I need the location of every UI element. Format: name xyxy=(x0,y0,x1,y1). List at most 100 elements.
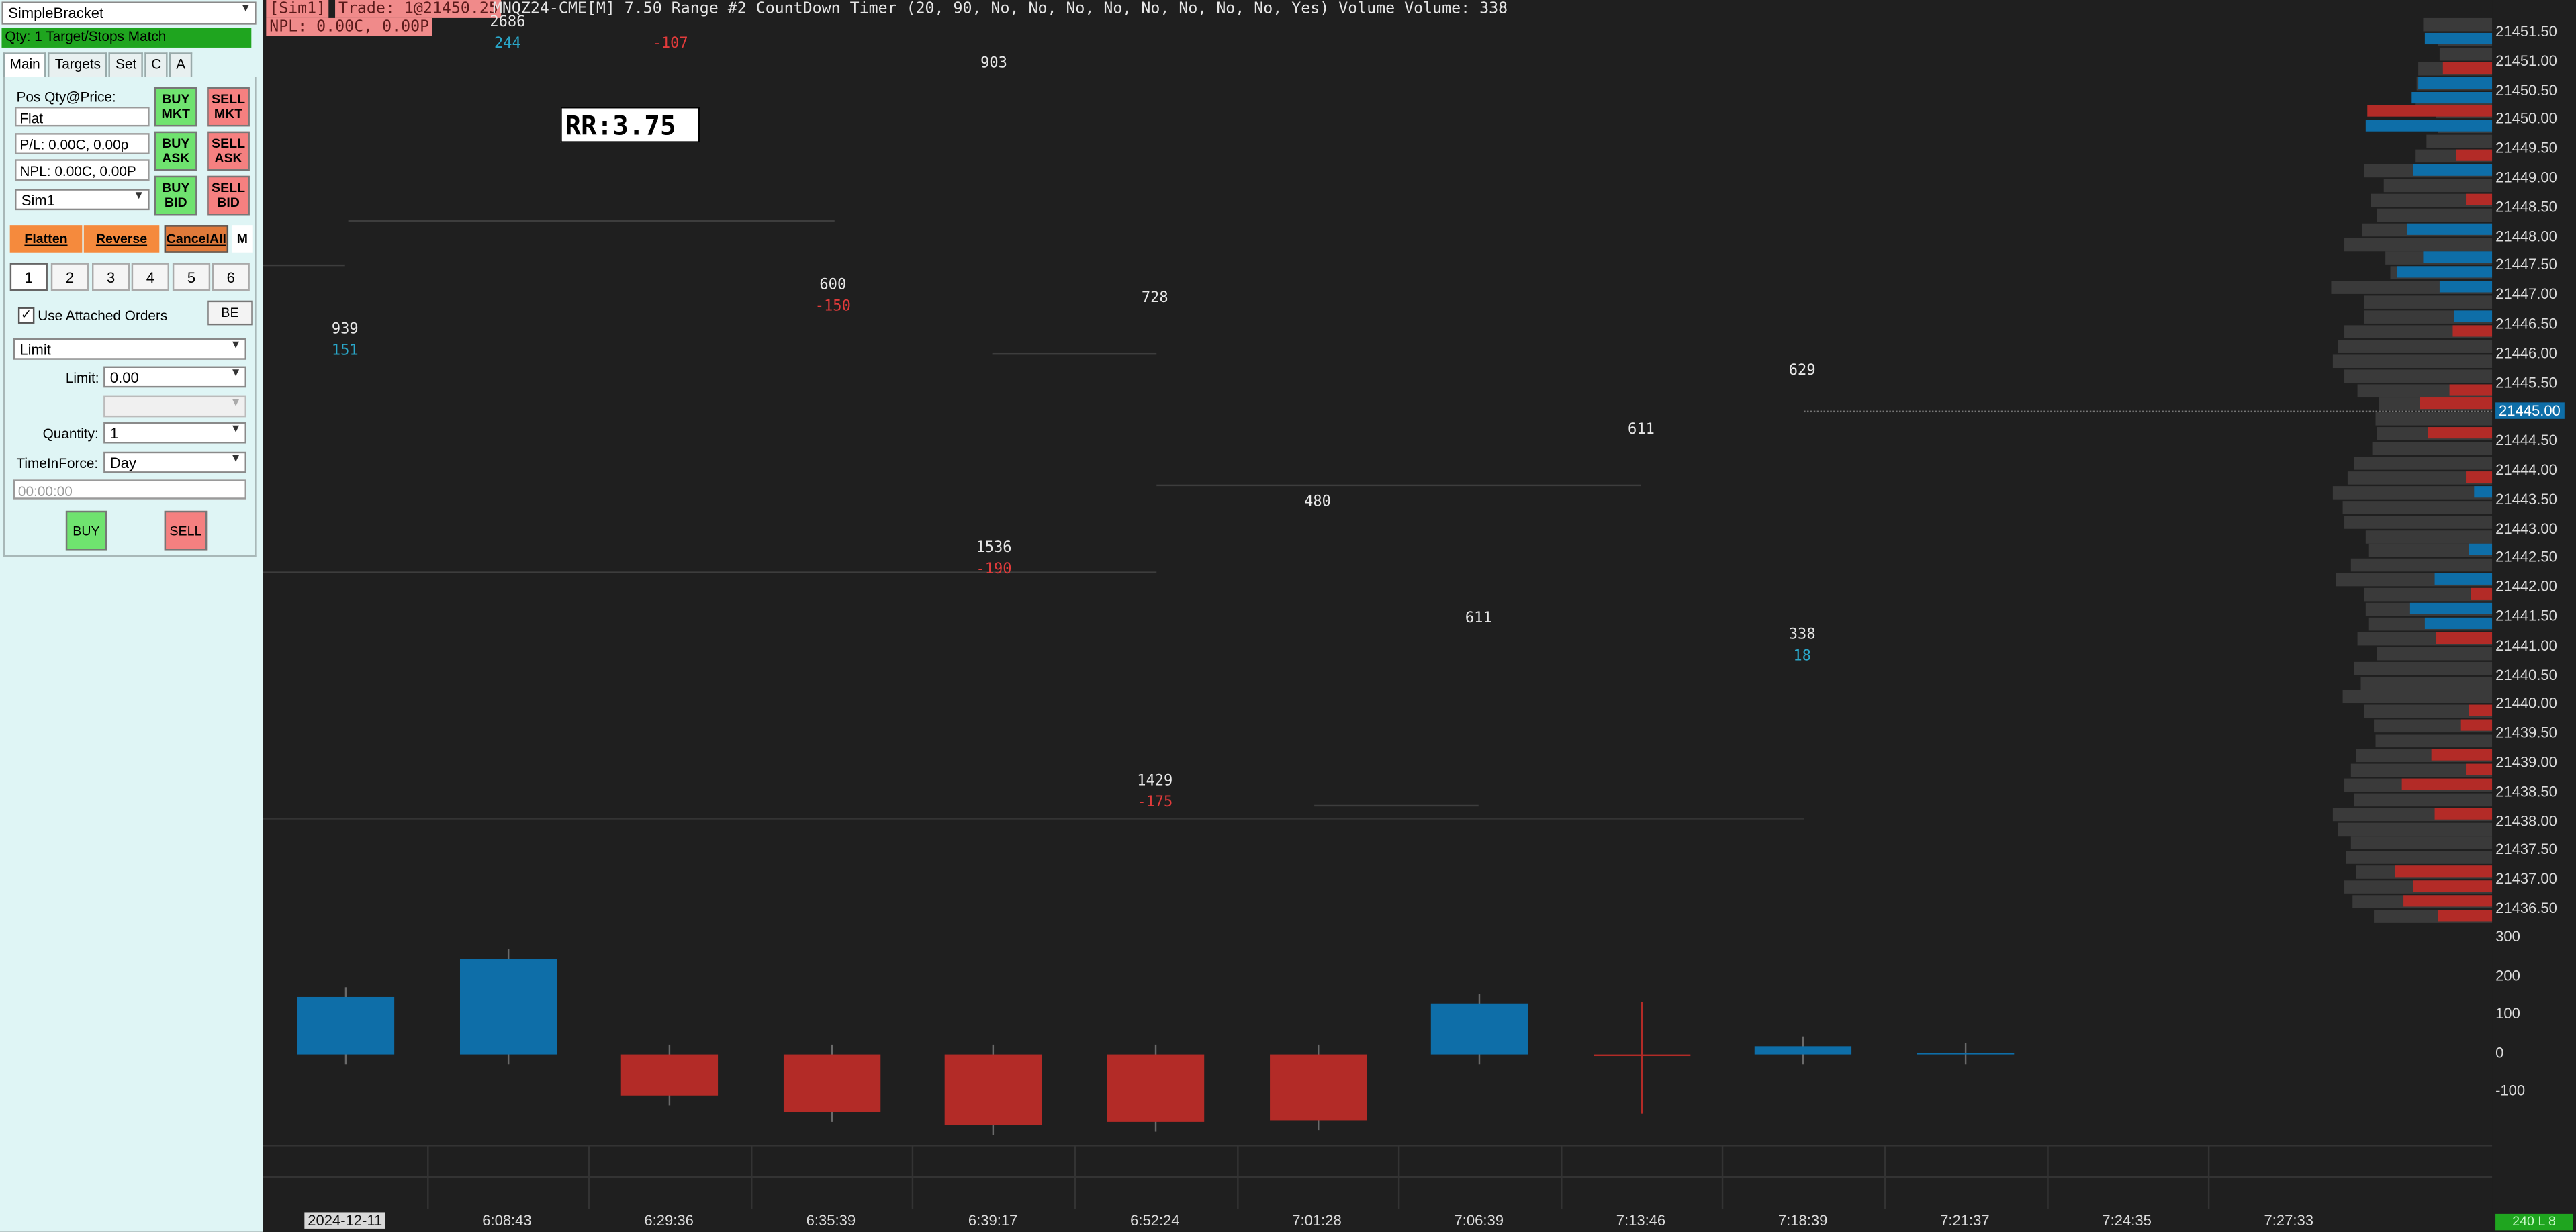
sell-bid-button[interactable]: SELL BID xyxy=(207,175,250,216)
strategy-select[interactable]: SimpleBracket ▼ xyxy=(1,1,257,25)
tab-c[interactable]: C xyxy=(144,52,169,77)
time-grid-line xyxy=(1074,1145,1076,1209)
profile-total-bar xyxy=(2377,647,2493,660)
price-tick: 21442.00 xyxy=(2495,578,2557,596)
qty-preset-2[interactable]: 2 xyxy=(50,263,89,291)
price-tick: 21444.50 xyxy=(2495,432,2557,449)
profile-delta-bar xyxy=(2473,485,2493,497)
profile-total-bar xyxy=(2378,207,2493,222)
rr-label: RR:3.75 xyxy=(560,107,700,143)
level-line xyxy=(1156,484,1641,487)
tif-select[interactable]: Day ▼ xyxy=(103,451,246,473)
profile-delta-bar xyxy=(2469,544,2493,556)
price-tick: 21437.50 xyxy=(2495,841,2557,858)
price-tick: 21451.00 xyxy=(2495,52,2557,69)
time-grid-line xyxy=(1398,1145,1400,1209)
time-label: 7:18:39 xyxy=(1778,1212,1828,1229)
profile-total-bar xyxy=(2332,354,2493,368)
price-tick: 21450.50 xyxy=(2495,81,2557,98)
price-tick: 21446.50 xyxy=(2495,315,2557,332)
time-grid-line xyxy=(1236,1145,1238,1209)
pl-value: P/L: 0.00C, 0.00p xyxy=(15,133,150,154)
profile-total-bar xyxy=(2338,822,2493,835)
price-tick: 21447.00 xyxy=(2495,286,2557,303)
order-type-select[interactable]: Limit ▼ xyxy=(13,338,246,360)
tif-label: TimeInForce: xyxy=(16,455,99,472)
footer-badge: 240 L 8 xyxy=(2495,1213,2573,1231)
quantity-input[interactable]: 1 ▼ xyxy=(103,422,246,444)
price-tick: 21449.00 xyxy=(2495,169,2557,186)
volume-label: 1429 xyxy=(1137,773,1173,790)
profile-total-bar xyxy=(2346,851,2493,865)
chevron-down-icon: ▼ xyxy=(230,340,242,352)
time-label: 7:21:37 xyxy=(1940,1212,1990,1229)
order-panel: SimpleBracket ▼ Qty: 1 Target/Stops Matc… xyxy=(0,0,263,1232)
limit-input[interactable]: 0.00 ▼ xyxy=(103,366,246,388)
pos-label: Pos Qty@Price: xyxy=(16,89,116,105)
time-grid-line xyxy=(588,1145,590,1209)
trade-tag: Trade: 1@21450.25 xyxy=(335,0,502,18)
use-attached-checkbox[interactable]: ✓ xyxy=(17,307,35,324)
price-axis[interactable]: 21451.50 21451.00 21450.50 21450.00 21449.50… xyxy=(2492,0,2576,1232)
cancel-all-button[interactable]: CancelAll xyxy=(164,225,229,253)
volume-label: 939 xyxy=(331,322,359,338)
price-tick: 21445.50 xyxy=(2495,373,2557,391)
current-price-label: 21445.00 xyxy=(2495,403,2564,420)
profile-total-bar xyxy=(2371,193,2493,207)
sell-mkt-button[interactable]: SELL MKT xyxy=(207,87,250,127)
qty-preset-3[interactable]: 3 xyxy=(91,263,130,291)
time-label: 7:06:39 xyxy=(1454,1212,1504,1229)
time-input[interactable]: 00:00:00 xyxy=(13,479,246,500)
qty-preset-4[interactable]: 4 xyxy=(131,263,169,291)
profile-total-bar xyxy=(2350,559,2493,573)
account-select[interactable]: Sim1 ▼ xyxy=(15,189,150,211)
profile-delta-bar xyxy=(2467,193,2493,205)
level-line xyxy=(348,220,835,222)
price-tick: 21448.50 xyxy=(2495,198,2557,215)
profile-total-bar xyxy=(2344,237,2493,251)
price-tick: 21443.50 xyxy=(2495,490,2557,508)
profile-total-bar xyxy=(2342,690,2493,704)
time-grid-line xyxy=(263,1145,2493,1147)
chevron-down-icon: ▼ xyxy=(230,367,242,380)
chevron-down-icon: ▼ xyxy=(230,397,242,410)
profile-delta-bar xyxy=(2428,427,2493,439)
buy-button[interactable]: BUY xyxy=(65,510,107,551)
volume-label: 728 xyxy=(1141,291,1168,307)
time-grid-line xyxy=(263,1176,2493,1178)
be-button[interactable]: BE xyxy=(207,300,253,326)
buy-mkt-button[interactable]: BUY MKT xyxy=(154,87,197,127)
qty-preset-1[interactable]: 1 xyxy=(9,263,48,291)
qty-preset-6[interactable]: 6 xyxy=(212,263,250,291)
tab-a[interactable]: A xyxy=(169,52,192,77)
price-tick: 21442.50 xyxy=(2495,549,2557,566)
buy-ask-button[interactable]: BUY ASK xyxy=(154,131,197,171)
time-label: 7:01:28 xyxy=(1292,1212,1342,1229)
profile-delta-bar xyxy=(2465,471,2493,483)
time-label: 6:52:24 xyxy=(1130,1212,1180,1229)
profile-total-bar xyxy=(2364,295,2493,310)
profile-delta-bar xyxy=(2424,252,2493,264)
sell-button[interactable]: SELL xyxy=(164,510,208,551)
buy-bid-button[interactable]: BUY BID xyxy=(154,175,197,216)
tab-main[interactable]: Main xyxy=(3,52,47,77)
oscillator-tick: 200 xyxy=(2495,966,2520,984)
qty-preset-5[interactable]: 5 xyxy=(172,263,211,291)
volume-label: 2686 xyxy=(490,15,526,32)
stop-input[interactable]: ▼ xyxy=(103,395,246,418)
tab-set[interactable]: Set xyxy=(109,52,144,77)
profile-total-bar xyxy=(2426,135,2493,148)
profile-delta-bar xyxy=(2431,749,2493,761)
profile-delta-bar xyxy=(2419,397,2493,410)
sell-ask-button[interactable]: SELL ASK xyxy=(207,131,250,171)
volume-label: 611 xyxy=(1628,422,1655,439)
chart-area[interactable]: [Sim1] Trade: 1@21450.25 NPL: 0.00C, 0.0… xyxy=(263,0,2493,1232)
price-tick: 21438.50 xyxy=(2495,783,2557,800)
quantity-label: Quantity: xyxy=(42,425,99,442)
profile-total-bar xyxy=(2440,47,2493,61)
oscillator-bar xyxy=(621,1054,719,1095)
tab-targets[interactable]: Targets xyxy=(48,52,107,77)
flatten-button[interactable]: Flatten xyxy=(9,225,83,253)
m-button[interactable]: M xyxy=(231,225,253,253)
reverse-button[interactable]: Reverse xyxy=(83,225,160,253)
